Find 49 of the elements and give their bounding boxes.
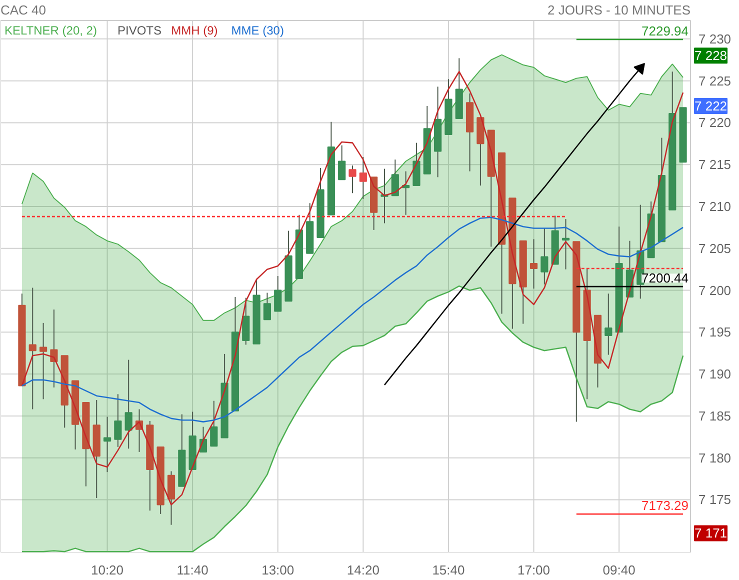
candlestick — [114, 394, 122, 448]
candlestick — [167, 470, 176, 526]
y-tick-label: 7 175 — [698, 492, 732, 508]
series-label: 7229.94 — [642, 23, 689, 38]
chart-subtitle: 2 JOURS - 10 MINUTES — [547, 2, 691, 18]
candlestick — [210, 400, 218, 447]
candlestick — [124, 359, 132, 450]
candlestick — [103, 416, 112, 473]
chart-title: CAC 40 — [0, 2, 46, 18]
candlestick — [540, 228, 548, 285]
text: 7 222 — [694, 98, 728, 114]
text: KELTNER (20, 2) — [4, 24, 97, 38]
candlestick — [50, 309, 58, 388]
y-tick-label: 7 225 — [698, 73, 732, 88]
y-tick-label: 7 185 — [698, 408, 732, 424]
x-tick-label: 09:40 — [602, 562, 636, 578]
x-tick-label: 11:40 — [176, 562, 208, 578]
x-tick-label: 10:20 — [91, 562, 124, 578]
x-tick-label: 17:00 — [517, 562, 550, 578]
y-tick-label: 7 190 — [698, 366, 732, 382]
candlestick — [274, 276, 282, 312]
text: 7 228 — [694, 48, 728, 64]
y-tick-label: 7 200 — [698, 282, 732, 298]
series-label: 7200.44 — [642, 270, 689, 286]
x-tick-label: 13:00 — [262, 562, 294, 578]
annotation: PIVOTS — [118, 24, 162, 38]
y-tick-label: 7 205 — [698, 240, 732, 256]
candlestick — [604, 293, 612, 356]
candlestick — [359, 156, 367, 200]
candlestick — [263, 292, 272, 320]
candlestick — [39, 322, 48, 400]
x-tick-label: 14:20 — [346, 562, 380, 578]
y-tick-label: 7 230 — [698, 31, 732, 46]
text: MME (30) — [231, 24, 284, 38]
candlestick — [530, 238, 538, 290]
candlestick — [348, 164, 356, 194]
y-tick-label: 7 210 — [698, 198, 732, 214]
candlestick — [28, 287, 36, 410]
y-tick-label: 7 220 — [698, 115, 732, 130]
series-label: 7173.29 — [642, 498, 689, 514]
text: 7 171 — [694, 526, 728, 541]
candlestick — [391, 159, 399, 196]
y-tick-label: 7 195 — [698, 324, 732, 340]
x-tick-label: 15:40 — [432, 562, 465, 578]
candlestick — [562, 218, 570, 270]
candlestick — [338, 144, 346, 180]
y-tick-label: 7 180 — [698, 450, 732, 466]
text: MMH (9) — [171, 24, 218, 38]
y-tick-label: 7 215 — [698, 157, 732, 172]
